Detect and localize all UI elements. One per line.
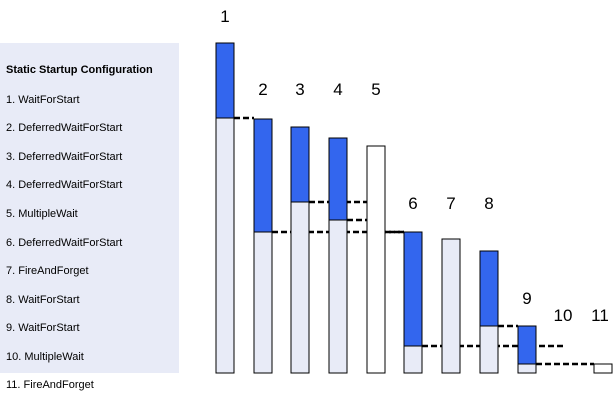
legend-item-3: 3. DeferredWaitForStart [6, 151, 123, 163]
bar-label-8: 8 [484, 194, 493, 213]
legend-item-11: 11. FireAndForget [6, 379, 94, 391]
bar-label-3: 3 [295, 80, 304, 99]
bar-3-wait-segment [290, 126, 310, 203]
bar-label-2: 2 [258, 80, 267, 99]
bar-label-11: 11 [591, 306, 609, 325]
legend-item-9: 9. WaitForStart [6, 322, 80, 334]
bar-label-9: 9 [522, 289, 531, 308]
bar-2-wait-segment [253, 118, 273, 233]
bar-11 [593, 363, 613, 374]
bar-label-4: 4 [333, 80, 342, 99]
legend-item-5: 5. MultipleWait [6, 208, 78, 220]
legend-item-8: 8. WaitForStart [6, 294, 80, 306]
legend-item-10: 10. MultipleWait [6, 351, 84, 363]
bar-1-wait-segment [215, 42, 235, 119]
bar-4-wait-segment [328, 137, 348, 221]
bar-label-6: 6 [408, 194, 417, 213]
legend-item-4: 4. DeferredWaitForStart [6, 179, 123, 191]
legend-item-1: 1. WaitForStart [6, 94, 80, 106]
bar-6-wait-segment [403, 231, 423, 347]
bar-8-wait-segment [479, 250, 499, 327]
legend-item-6: 6. DeferredWaitForStart [6, 237, 123, 249]
bar-5 [366, 145, 386, 374]
bar-9-wait-segment [517, 325, 537, 365]
bar-label-7: 7 [446, 194, 455, 213]
bar-label-10: 10 [554, 306, 573, 325]
bar-7 [441, 238, 461, 374]
legend-item-2: 2. DeferredWaitForStart [6, 122, 123, 134]
legend-title: Static Startup Configuration [6, 64, 153, 76]
legend-panel [0, 43, 179, 373]
legend-item-7: 7. FireAndForget [6, 265, 89, 277]
bar-label-5: 5 [371, 80, 380, 99]
bar-label-1: 1 [220, 7, 229, 26]
